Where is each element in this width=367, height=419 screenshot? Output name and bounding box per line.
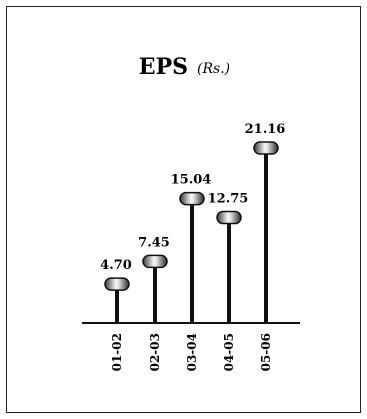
data-label: 15.04	[171, 173, 212, 188]
chart-panel	[6, 6, 361, 413]
bar-knob-03-04	[179, 191, 205, 206]
x-tick-label: 03-04	[185, 333, 199, 371]
x-tick-label: 01-02	[110, 333, 124, 371]
data-label: 12.75	[208, 192, 249, 207]
x-tick-label: 02-03	[148, 333, 162, 371]
chart-title-main: EPS	[139, 54, 188, 80]
chart-title-unit: (Rs.)	[197, 61, 230, 77]
bar-knob-05-06	[253, 141, 279, 155]
x-tick-label: 05-06	[259, 333, 273, 371]
x-tick-label: 04-05	[222, 333, 236, 371]
bar-knob-04-05	[216, 210, 242, 225]
data-label: 21.16	[245, 122, 286, 137]
chart-title: EPS	[139, 54, 188, 80]
chart-marks: 4.70 01-02 7.45 02-03 15.04 03-04 12.75 04-05 21…	[100, 122, 285, 371]
bar-knob-01-02	[104, 277, 130, 291]
data-label: 4.70	[100, 258, 132, 273]
bar-knob-02-03	[142, 254, 168, 269]
data-label: 7.45	[138, 235, 170, 250]
